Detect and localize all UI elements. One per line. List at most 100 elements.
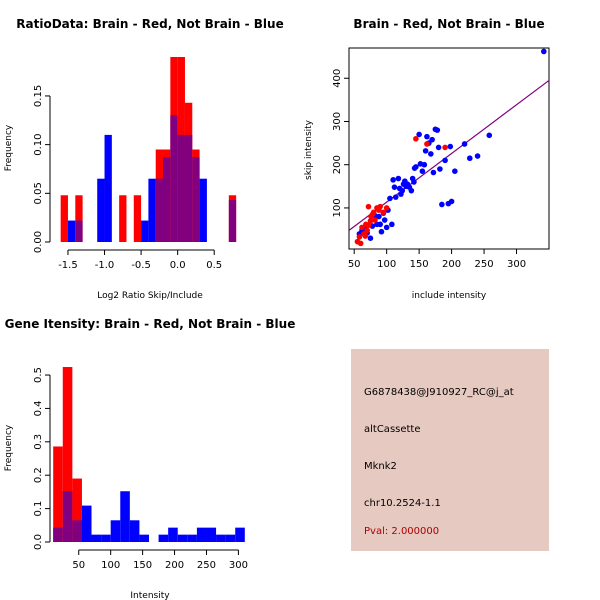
intensity-histogram-ylabel: Frequency	[4, 424, 14, 471]
intensity-bar-not-brain	[120, 491, 130, 542]
scatter-point-not-brain	[390, 177, 396, 183]
scatter-point-brain	[372, 217, 378, 223]
scatter-plot-box	[348, 47, 550, 250]
scatter-x-tick-label: 200	[442, 259, 461, 270]
ratio-bar-overlap	[177, 134, 185, 242]
ratio-bar-overlap	[192, 157, 200, 242]
ratio-bar-not-brain	[148, 178, 156, 242]
location-text: chr10.2524-1.1	[364, 498, 441, 509]
event-type-text: altCassette	[364, 424, 421, 435]
scatter-point-not-brain	[486, 132, 493, 139]
intensity-bar-not-brain	[139, 534, 149, 542]
intensity-y-tick-label: 0.2	[33, 467, 44, 483]
probe-id-text: G6878438@J910927_RC@j_at	[364, 387, 514, 398]
ratio-bar-overlap	[75, 220, 83, 242]
intensity-bar-not-brain	[187, 534, 197, 542]
scatter-point-not-brain	[389, 221, 395, 228]
intensity-bar-not-brain	[81, 505, 92, 542]
scatter-point-not-brain	[399, 187, 406, 194]
scatter-point-not-brain	[411, 179, 417, 185]
intensity-bar-not-brain	[168, 527, 178, 542]
scatter-point-not-brain	[377, 221, 383, 228]
scatter-title: Brain - Red, Not Brain - Blue	[353, 17, 544, 31]
scatter-x-tick-label: 100	[377, 259, 396, 270]
intensity-bar-not-brain	[196, 527, 207, 542]
intensity-histogram-xlabel: Intensity	[130, 591, 170, 600]
ratio-bar-not-brain	[199, 178, 207, 242]
scatter-point-brain	[357, 240, 364, 247]
intensity-bar-overlap	[72, 520, 82, 542]
scatter-point-brain	[362, 233, 369, 239]
intensity-histogram-panel: Gene Itensity: Brain - Red, Not Brain - …	[4, 317, 295, 600]
scatter-point-not-brain	[437, 166, 443, 172]
intensity-bar-brain	[53, 446, 63, 542]
scatter-point-not-brain	[439, 201, 445, 208]
scatter-point-not-brain	[461, 141, 468, 147]
scatter-point-not-brain	[429, 136, 435, 143]
ratio-bar-overlap	[155, 178, 164, 242]
scatter-point-brain	[356, 234, 363, 240]
ratio-histogram-title: RatioData: Brain - Red, Not Brain - Blue	[16, 17, 283, 31]
scatter-y-tick-label: 400	[332, 69, 343, 88]
scatter-point-not-brain	[424, 133, 430, 140]
ratio-x-tick-label: -1.0	[95, 260, 115, 271]
scatter-point-not-brain	[391, 184, 398, 190]
scatter-point-not-brain	[452, 168, 458, 174]
ratio-bar-overlap	[228, 200, 237, 242]
scatter-x-tick-label: 50	[348, 259, 361, 270]
scatter-xlabel: include intensity	[412, 291, 487, 301]
scatter-point-brain	[424, 141, 430, 147]
ratio-y-tick-label: 0.10	[33, 133, 44, 155]
intensity-y-tick-label: 0.5	[33, 367, 44, 383]
gene-name-text: Mknk2	[364, 461, 397, 472]
scatter-point-brain	[365, 203, 372, 210]
scatter-point-brain	[364, 227, 370, 234]
ratio-x-tick-label: -1.5	[58, 260, 78, 271]
ratio-bar-brain	[133, 195, 142, 242]
intensity-bar-overlap	[53, 527, 63, 542]
scatter-point-not-brain	[376, 213, 382, 220]
intensity-bar-not-brain	[101, 534, 111, 542]
scatter-point-brain	[442, 144, 448, 151]
intensity-bar-brain	[62, 367, 73, 542]
scatter-point-brain	[377, 203, 383, 210]
scatter-point-not-brain	[419, 168, 426, 174]
ratio-bar-brain	[60, 195, 68, 242]
scatter-y-tick-label: 300	[332, 112, 343, 131]
scatter-point-not-brain	[416, 131, 422, 138]
intensity-x-tick-label: 200	[165, 560, 184, 571]
ratio-bar-overlap	[184, 134, 193, 242]
ratio-histogram-bars	[60, 57, 237, 243]
scatter-point-brain	[367, 218, 374, 224]
scatter-point-brain	[383, 205, 390, 211]
ratio-bar-not-brain	[141, 220, 149, 242]
intensity-y-tick-label: 0.3	[33, 434, 44, 450]
scatter-axes: 50 100 150 200 250 300 100 200 300 400	[332, 69, 526, 270]
scatter-point-brain	[365, 222, 372, 229]
pval-text: Pval: 2.000000	[364, 526, 440, 537]
scatter-point-not-brain	[421, 161, 428, 168]
intensity-bar-not-brain	[158, 534, 169, 542]
scatter-point-brain	[413, 135, 419, 142]
intensity-x-tick-label: 50	[72, 560, 85, 571]
intensity-x-tick-label: 300	[229, 560, 248, 571]
ratio-bar-overlap	[170, 115, 178, 242]
ratio-bar-not-brain	[104, 134, 112, 242]
intensity-histogram-title: Gene Itensity: Brain - Red, Not Brain - …	[5, 317, 296, 331]
ratio-histogram-axes: -1.5 -1.0 -0.5 0.0 0.5 0.00 0.05 0.10 0.15	[33, 85, 222, 271]
ratio-histogram-panel: RatioData: Brain - Red, Not Brain - Blue…	[4, 17, 284, 301]
scatter-point-not-brain	[381, 217, 388, 223]
scatter-x-tick-label: 300	[507, 259, 526, 270]
ratio-y-tick-label: 0.15	[33, 85, 44, 107]
intensity-histogram-axes: 50 100 150 200 250 300 0.0 0.1 0.2 0.3 0.4 0.5	[33, 367, 248, 571]
intensity-bar-not-brain	[110, 520, 121, 542]
intensity-bar-not-brain	[177, 534, 188, 542]
scatter-point-not-brain	[541, 48, 547, 55]
ratio-bar-overlap	[163, 157, 171, 242]
scatter-point-brain	[380, 209, 387, 216]
ratio-y-tick-label: 0.05	[33, 182, 44, 204]
intensity-x-tick-label: 150	[133, 560, 152, 571]
scatter-point-not-brain	[367, 235, 374, 241]
intensity-x-tick-label: 100	[101, 560, 120, 571]
